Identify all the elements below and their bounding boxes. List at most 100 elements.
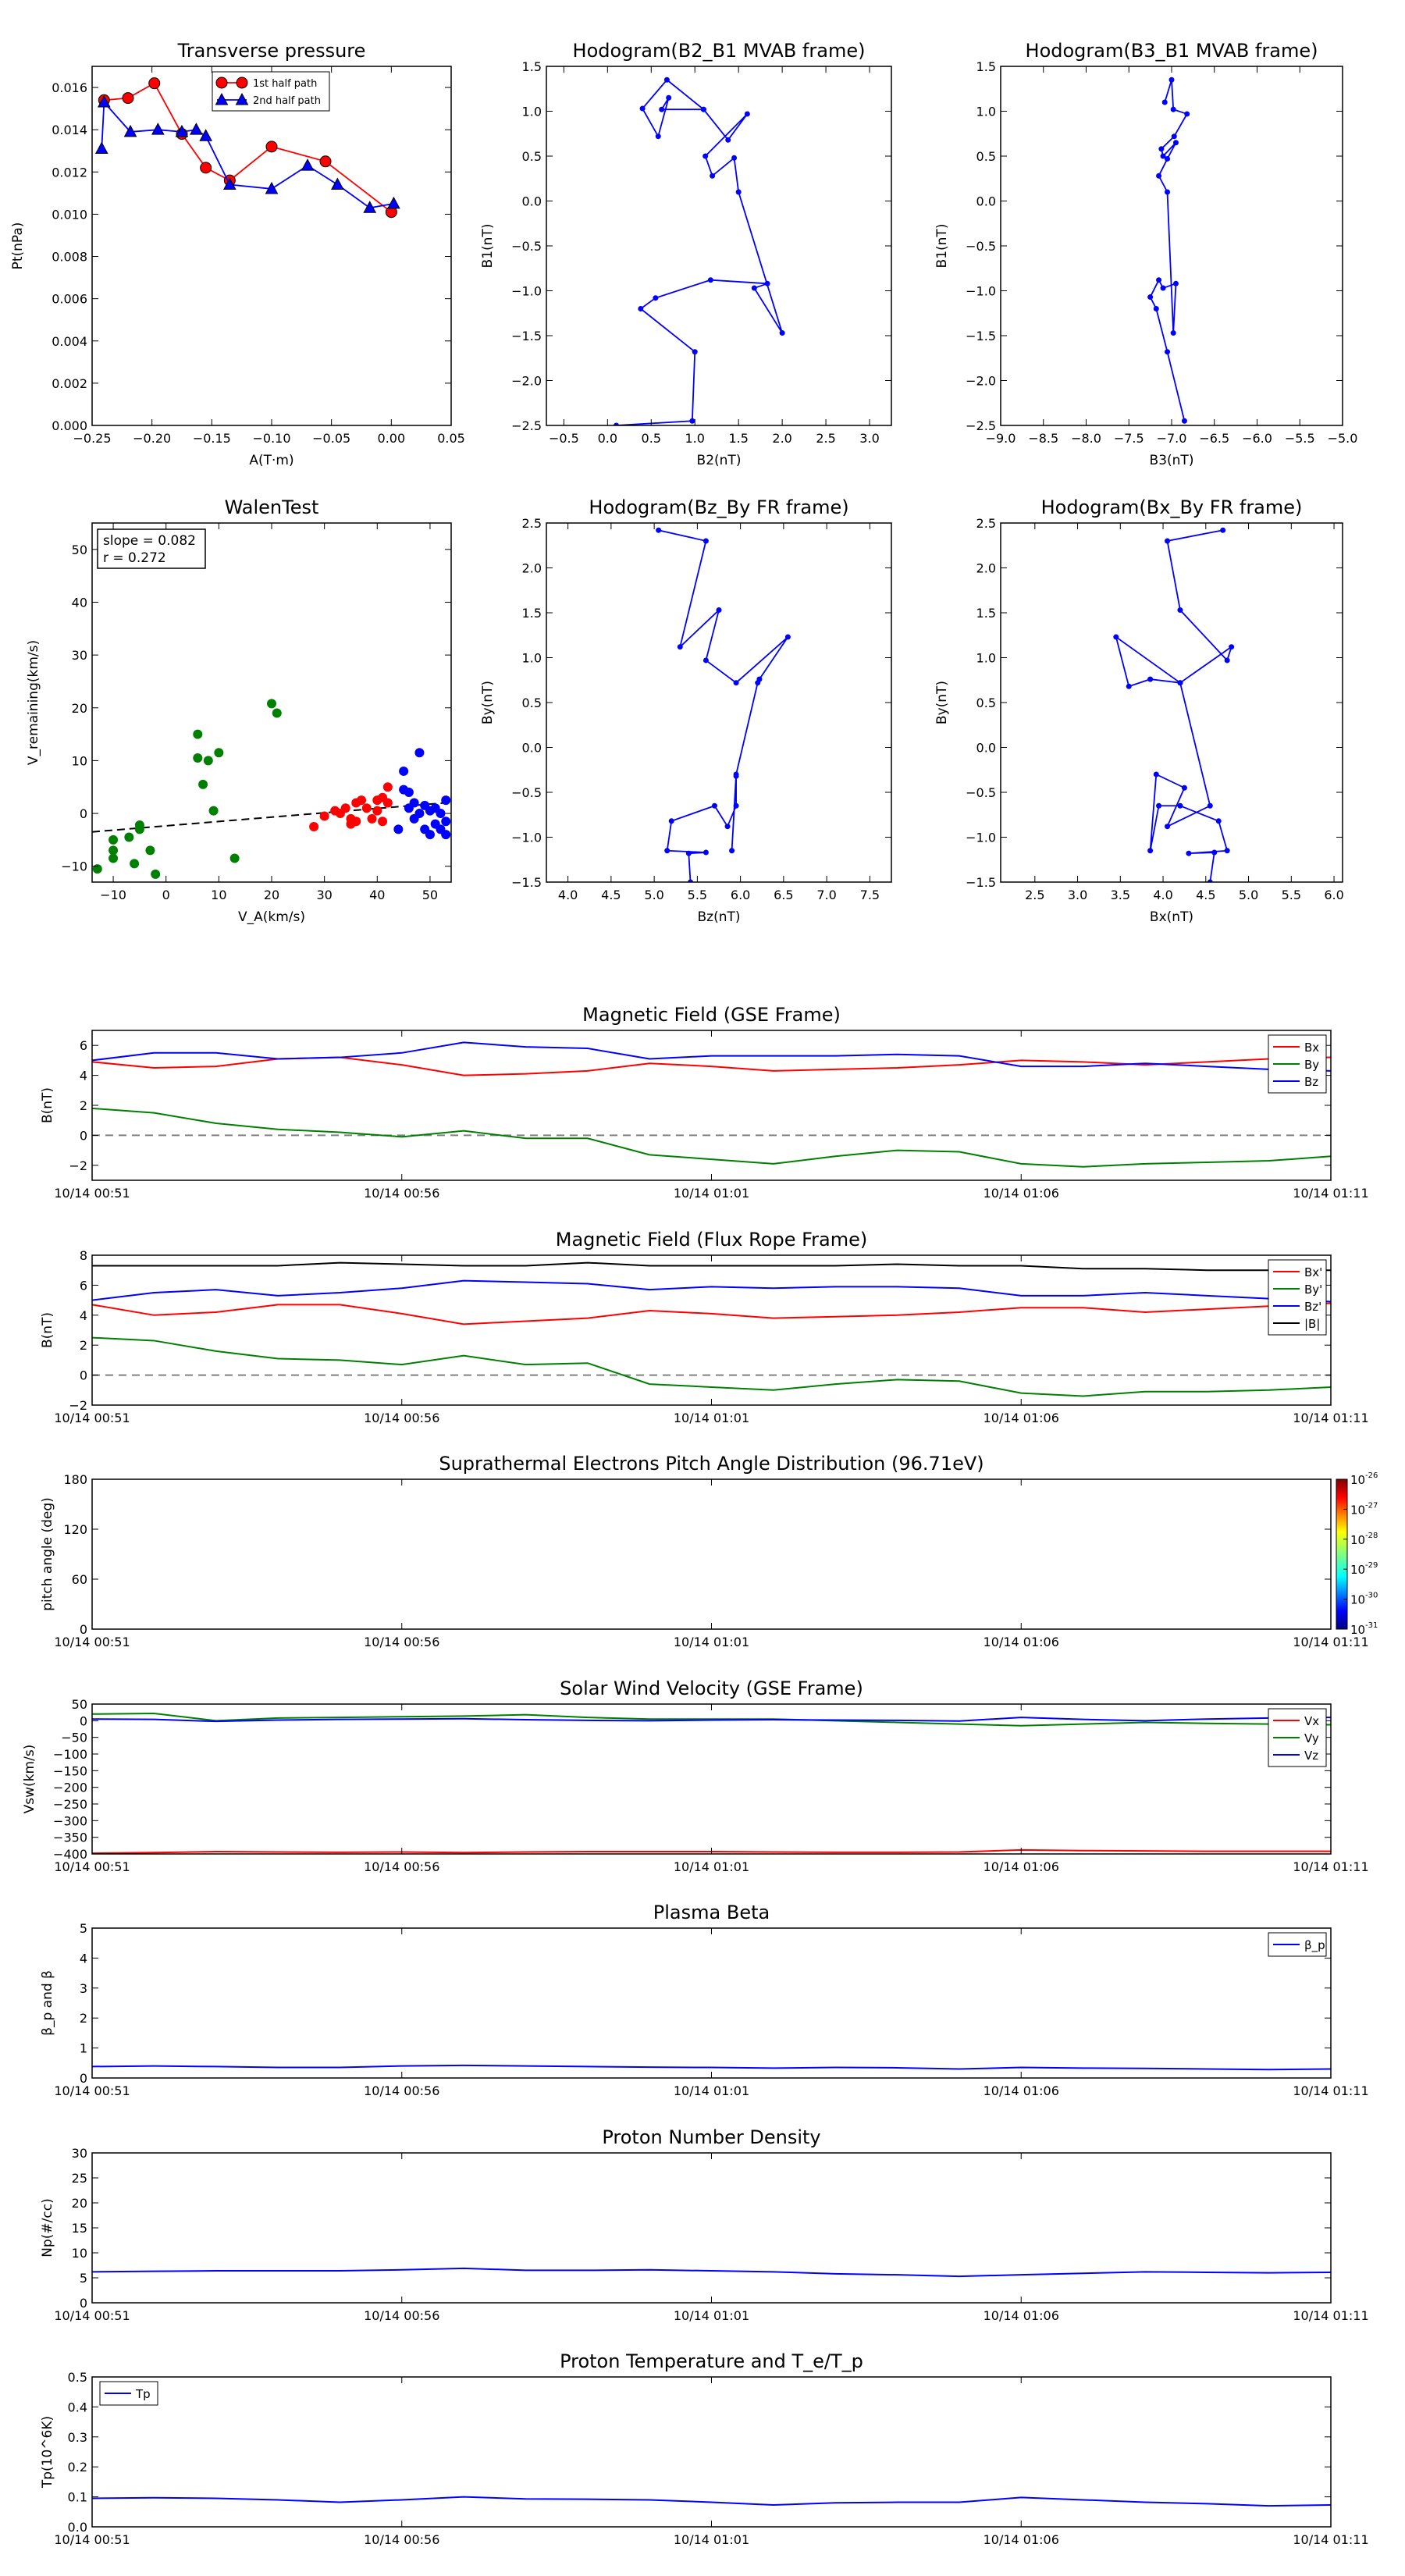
hodo_bzby-xtick-label: 4.5 [601,888,621,902]
mag_fr-title: Magnetic Field (Flux Rope Frame) [556,1229,867,1251]
transverse-series-1-point [151,123,165,135]
mag_gse-title: Magnetic Field (GSE Frame) [582,1004,841,1026]
density-ytick-label: 0 [80,2296,87,2311]
density-xtick-label: 10/14 00:51 [54,2308,130,2323]
beta-legend-label-0: β_p [1304,1938,1325,1953]
walen-series-2-point [399,766,409,776]
walen-series-2-point [414,809,425,819]
beta-xtick-label: 10/14 00:56 [364,2083,439,2098]
vsw-title: Solar Wind Velocity (GSE Frame) [560,1678,863,1699]
beta-ytick-label: 2 [80,2011,87,2026]
hodo_bxby-series-0-point [1156,802,1162,809]
walen-series-1-point [340,803,350,813]
beta-legend: β_p [1268,1932,1327,1957]
transverse-ytick-label: 0.002 [52,376,87,391]
hodo_bzby-series-0-point [664,848,670,854]
hodo_b3b1-xtick-label: −9.0 [986,431,1016,446]
transverse-plot-area [94,77,400,219]
hodo_bzby-series-0-point [702,657,709,664]
walen-series-1-point [382,782,393,792]
hodo_bxby-xtick-label: 4.5 [1196,888,1215,902]
hodo_b2b1-xlabel: B2(nT) [697,453,742,468]
hodo_bzby-series-0-point [685,850,692,856]
walen-series-0-point [124,832,134,842]
density-axes-frame [91,2152,1332,2304]
vsw-ytick-label: −150 [53,1763,87,1778]
hodo_bzby-ytick-label: 0.5 [522,696,542,710]
hodo_b3b1-series-0-point [1160,285,1166,291]
hodo_b2b1-title: Hodogram(B2_B1 MVAB frame) [573,40,866,62]
hodo_bzby-xtick-label: 5.0 [644,888,663,902]
mag_fr-axes-frame [91,1254,1332,1406]
transverse-ytick-label: 0.016 [52,80,87,95]
pad-colorbar-tick-base: 10 [1350,1533,1365,1547]
hodo_b2b1-series-0-point [663,76,670,83]
walen-series-1-point [367,813,377,824]
hodo_b2b1-series-0-point [764,280,770,286]
hodo_bxby-series-0-point [1211,849,1218,856]
hodo_b3b1-series-0-point [1170,330,1176,336]
vsw-ytick-label: −350 [53,1831,87,1845]
beta-ylabel: β_p and β [40,1970,55,2036]
hodo_b3b1-ytick-label: 1.0 [976,105,996,119]
transverse-series-0-point [148,77,161,90]
walen-series-2-point [393,824,404,834]
hodo_bxby-ytick-label: 2.5 [976,516,996,531]
hodo_bzby-series-0-point [716,607,722,614]
mag_gse-xtick-label: 10/14 00:56 [364,1186,439,1201]
chart-mag_gse: 10/14 00:51 10/14 00:56 10/14 01:01 10/14 0… [40,1004,1369,1201]
density-xtick-label: 10/14 00:56 [364,2308,439,2323]
transverse-xtick-label: 0.00 [378,431,406,446]
transverse-ytick-label: 0.008 [52,250,87,265]
hodo_bzby-series-0-point [756,676,763,682]
hodo_b2b1-xtick-label: 0.5 [642,431,661,446]
hodo_bxby-series-0-point [1147,848,1154,854]
hodo_b3b1-plot-area [1147,76,1190,424]
density-ylabel: Np(#/cc) [40,2198,55,2257]
hodo_b2b1-ytick-label: 0.0 [522,194,542,209]
pad-colorbar-tick-exp: -30 [1365,1592,1378,1600]
temp-ytick-label: 0.4 [68,2400,87,2414]
density-xtick-label: 10/14 01:01 [674,2308,749,2323]
walen-ylabel: V_remaining(km/s) [26,640,41,765]
pad-colorbar-tick-exp: -26 [1365,1471,1378,1480]
hodo_bxby-series-0-point [1165,538,1171,544]
hodo_bxby-ytick-label: 0.0 [976,741,996,756]
mag_gse-legend: Bx By Bz [1268,1034,1327,1094]
transverse-series-1-point [175,124,189,137]
temp-ytick-label: 0.3 [68,2430,87,2445]
mag_gse-ytick-label: 2 [80,1098,87,1113]
transverse-series-1-point [190,123,203,135]
hodo_bxby-xtick-label: 4.0 [1153,888,1172,902]
transverse-ytick-label: 0.010 [52,207,87,222]
hodo_bxby-series-0-line [1115,529,1233,882]
pad-title: Suprathermal Electrons Pitch Angle Distr… [439,1453,984,1475]
vsw-ytick-label: −300 [53,1813,87,1828]
hodo_bxby-xtick-label: 2.5 [1025,888,1044,902]
temp-xtick-label: 10/14 01:06 [984,2532,1059,2547]
walen-series-0-point [208,806,219,816]
walen-ytick-label: 0 [80,806,87,821]
hodo_bzby-title: Hodogram(Bz_By FR frame) [589,496,848,518]
beta-ytick-label: 5 [80,1921,87,1936]
hodo_bzby-plot-area [656,527,791,882]
temp-xtick-label: 10/14 00:56 [364,2532,439,2547]
transverse-title: Transverse pressure [177,40,366,62]
hodo_bxby-series-0-point [1165,824,1171,830]
transverse-xtick-label: 0.05 [437,431,465,446]
mag_gse-ytick-label: 4 [80,1069,87,1083]
transverse-series-1-point [94,141,108,155]
pad-colorbar-tick-exp: -31 [1365,1621,1378,1630]
mag_fr-legend: Bx' By' Bz' |B| [1268,1259,1327,1336]
transverse-ylabel: Pt(nPa) [10,222,26,270]
hodo_b2b1-series-0-point [655,133,661,140]
hodo_bzby-xtick-label: 7.0 [816,888,836,902]
hodo_b2b1-xtick-label: 1.5 [728,431,748,446]
walen-ytick-label: 50 [72,543,87,557]
walen-ytick-label: 30 [72,648,87,663]
hodo_bzby-series-0-point [656,527,662,533]
hodo_b2b1-series-0-line [616,78,783,425]
transverse-xtick-label: −0.05 [312,431,350,446]
walen-series-0-point [145,845,155,856]
